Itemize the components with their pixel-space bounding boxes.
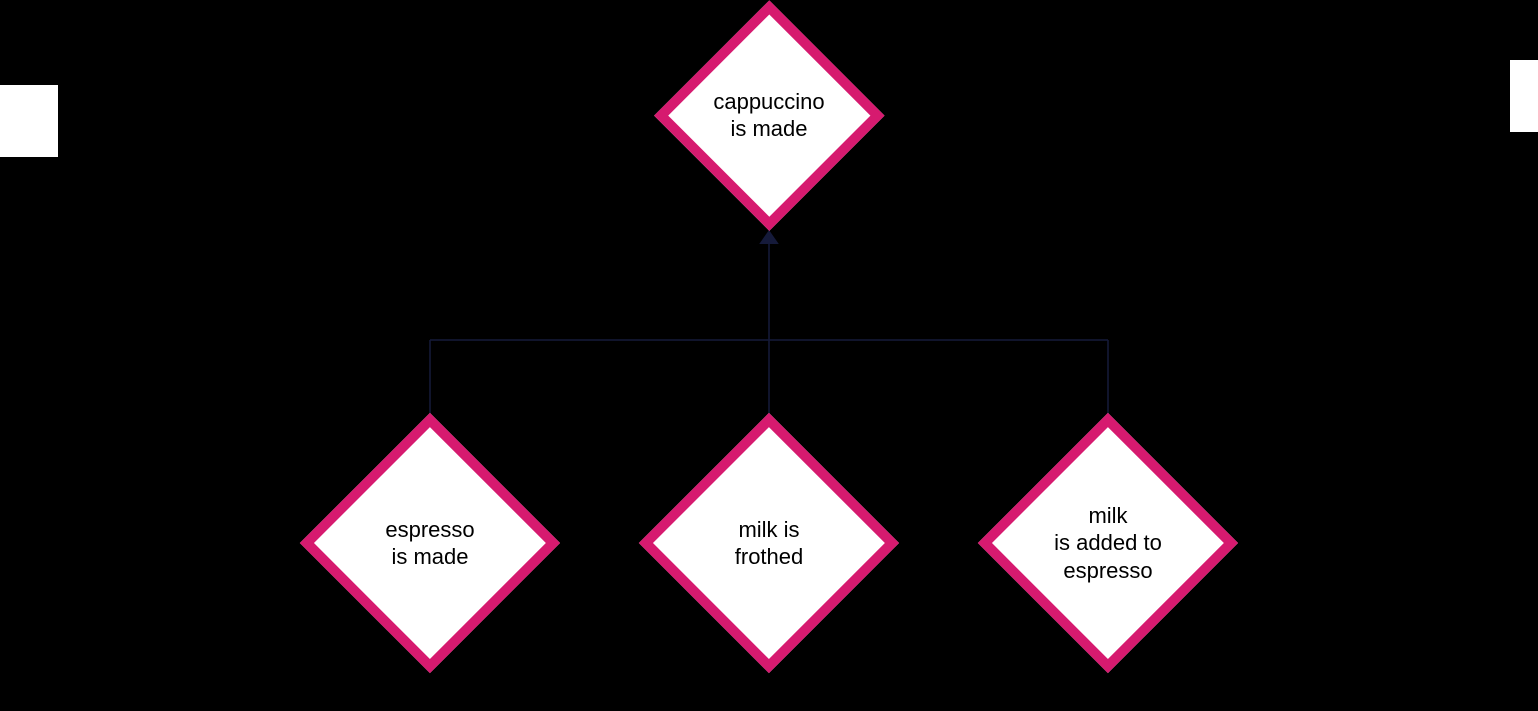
diamond-added [978, 413, 1238, 673]
diamond-espresso [300, 413, 560, 673]
node-espresso: espresso is made [300, 413, 560, 673]
diamond-root [654, 0, 884, 230]
diamond-frothed [639, 413, 899, 673]
node-added: milk is added to espresso [978, 413, 1238, 673]
diagram-canvas: cappuccino is made espresso is made milk i… [0, 0, 1538, 711]
right-box [1510, 60, 1538, 132]
left-box [0, 85, 58, 157]
node-root: cappuccino is made [654, 0, 884, 230]
node-frothed: milk is frothed [639, 413, 899, 673]
